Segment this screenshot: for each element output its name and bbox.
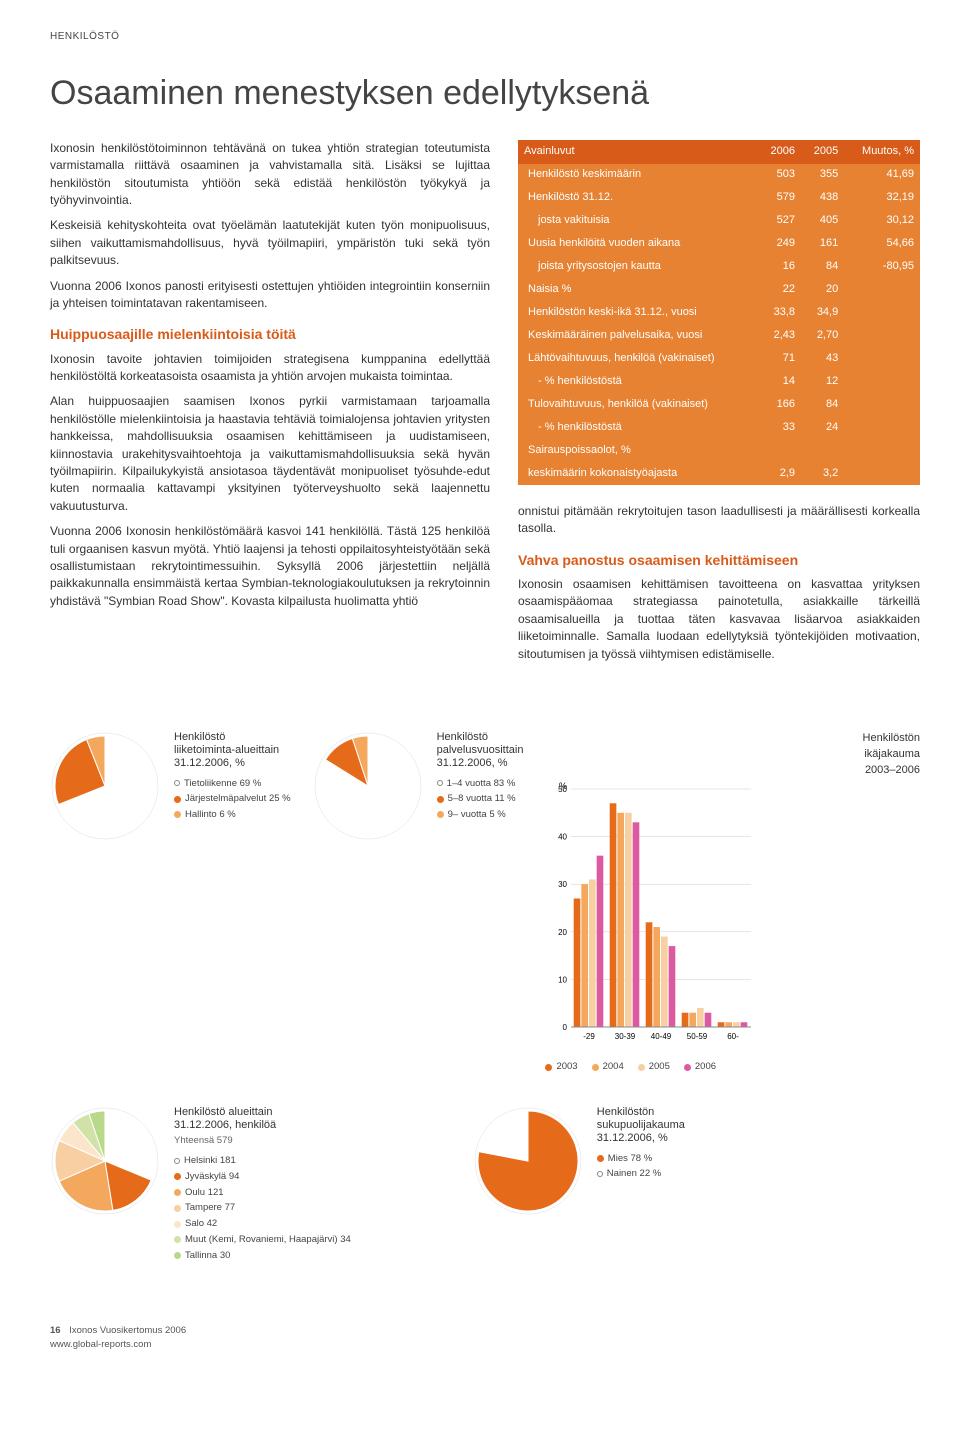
chart-title: Henkilöstö liiketoiminta-alueittain 31.1… bbox=[174, 731, 291, 771]
legend: Tietoliikenne 69 %Järjestelmäpalvelut 25… bbox=[174, 777, 291, 822]
pie-business-area: Henkilöstö liiketoiminta-alueittain 31.1… bbox=[50, 731, 291, 841]
paragraph: Vuonna 2006 Ixonos panosti erityisesti o… bbox=[50, 278, 490, 313]
legend: 2003200420052006 bbox=[545, 1060, 920, 1076]
footer-text: Ixonos Vuosikertomus 2006 bbox=[69, 1325, 186, 1336]
paragraph: Alan huippuosaajien saamisen Ixonos pyrk… bbox=[50, 393, 490, 515]
paragraph: Ixonosin osaamisen kehittämisen tavoitte… bbox=[518, 576, 920, 663]
page-title: Osaaminen menestyksen edellytyksenä bbox=[50, 75, 920, 112]
chart-title: Henkilöstö palvelusvuosittain 31.12.2006… bbox=[437, 731, 524, 771]
legend: Mies 78 %Nainen 22 % bbox=[597, 1152, 685, 1182]
pie-gender: Henkilöstön sukupuolijakauma 31.12.2006,… bbox=[473, 1106, 685, 1216]
paragraph: Ixonosin tavoite johtavien toimijoiden s… bbox=[50, 351, 490, 386]
page-number: 16 bbox=[50, 1325, 61, 1336]
svg-text:30-39: 30-39 bbox=[615, 1032, 636, 1041]
svg-text:40-49: 40-49 bbox=[651, 1032, 672, 1041]
pie-by-region: Henkilöstö alueittain 31.12.2006, henkil… bbox=[50, 1106, 351, 1265]
svg-text:0: 0 bbox=[563, 1023, 568, 1032]
paragraph: Keskeisiä kehityskohteita ovat työelämän… bbox=[50, 217, 490, 269]
body-text-left: Ixonosin henkilöstötoiminnon tehtävänä o… bbox=[50, 140, 490, 610]
svg-text:50-59: 50-59 bbox=[687, 1032, 708, 1041]
svg-text:60-: 60- bbox=[728, 1032, 740, 1041]
body-text-right: onnistui pitämään rekrytoitujen tason la… bbox=[518, 503, 920, 663]
svg-text:40: 40 bbox=[559, 832, 568, 841]
legend: Helsinki 181Jyväskylä 94Oulu 121Tampere … bbox=[174, 1154, 351, 1262]
pie-service-years: Henkilöstö palvelusvuosittain 31.12.2006… bbox=[313, 731, 524, 841]
svg-text:10: 10 bbox=[559, 975, 568, 984]
chart-title: Henkilöstö alueittain 31.12.2006, henkil… bbox=[174, 1106, 351, 1132]
key-figures-table: Avainluvut20062005Muutos, % Henkilöstö k… bbox=[518, 140, 920, 485]
svg-text:-29: -29 bbox=[584, 1032, 596, 1041]
svg-text:50: 50 bbox=[559, 785, 568, 794]
legend: 1–4 vuotta 83 %5–8 vuotta 11 %9– vuotta … bbox=[437, 777, 524, 822]
paragraph: onnistui pitämään rekrytoitujen tason la… bbox=[518, 503, 920, 538]
subheading-left: Huippuosaajille mielenkiintoisia töitä bbox=[50, 324, 490, 344]
paragraph: Ixonosin henkilöstötoiminnon tehtävänä o… bbox=[50, 140, 490, 210]
svg-text:30: 30 bbox=[559, 880, 568, 889]
page-footer: 16 Ixonos Vuosikertomus 2006 www.global-… bbox=[50, 1324, 920, 1352]
section-label: HENKILÖSTÖ bbox=[50, 30, 920, 45]
footer-url: www.global-reports.com bbox=[50, 1339, 151, 1350]
paragraph: Vuonna 2006 Ixonosin henkilöstömäärä kas… bbox=[50, 523, 490, 610]
chart-subtitle: Yhteensä 579 bbox=[174, 1134, 351, 1148]
bar-age-distribution: Henkilöstön ikäjakauma 2003–2006 %010203… bbox=[545, 731, 920, 1076]
chart-title: Henkilöstön sukupuolijakauma 31.12.2006,… bbox=[597, 1106, 685, 1146]
subheading-right: Vahva panostus osaamisen kehittämiseen bbox=[518, 550, 920, 570]
svg-text:20: 20 bbox=[559, 928, 568, 937]
